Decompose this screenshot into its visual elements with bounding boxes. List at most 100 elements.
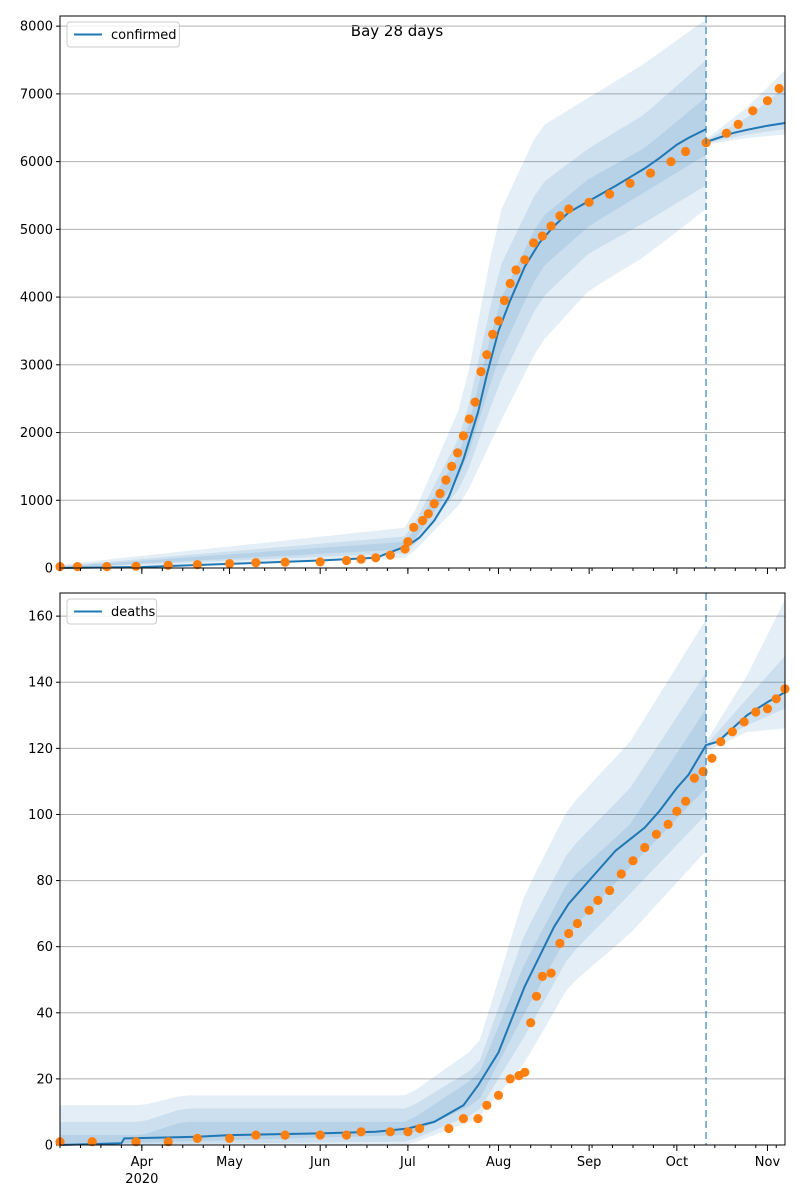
observed-point xyxy=(771,694,781,704)
observed-point xyxy=(225,559,235,569)
observed-point xyxy=(385,550,395,560)
observed-point xyxy=(721,128,732,138)
observed-point xyxy=(371,553,381,563)
y-tick-label: 7000 xyxy=(20,87,53,102)
observed-point xyxy=(403,537,413,547)
y-tick-label: 60 xyxy=(36,940,53,955)
observed-point xyxy=(488,329,498,339)
observed-point xyxy=(72,562,83,572)
x-tick-label: Sep xyxy=(577,1155,602,1170)
observed-point xyxy=(473,1114,483,1124)
observed-point xyxy=(453,448,463,458)
axes-frame xyxy=(59,15,786,569)
axes-frame xyxy=(59,592,786,1146)
observed-point xyxy=(616,869,626,879)
observed-point xyxy=(163,1137,173,1147)
observed-point xyxy=(131,1137,141,1147)
observed-point xyxy=(441,475,451,485)
figure-title: Bay 28 days xyxy=(351,22,444,40)
observed-point xyxy=(628,856,638,866)
observed-point xyxy=(493,316,504,326)
observed-point xyxy=(520,1067,530,1077)
x-tick-label: Jul xyxy=(399,1155,416,1170)
y-tick-label: 160 xyxy=(28,610,53,625)
uncertainty-band-forecast-inner xyxy=(706,87,785,144)
legend-box xyxy=(66,21,180,48)
observed-point xyxy=(87,1137,97,1147)
observed-point xyxy=(356,554,366,564)
observed-point xyxy=(163,560,173,570)
deaths-chart: 0 20 40 60 80 100 120 140 160 Apr 2020 May Jun Jul Aug… xyxy=(28,592,790,1187)
y-tick-label: 120 xyxy=(28,742,53,757)
observed-point xyxy=(651,829,662,839)
legend: deaths xyxy=(66,598,158,625)
observed-point xyxy=(537,231,548,241)
x-tick-label: May xyxy=(216,1155,243,1170)
x-year-label: 2020 xyxy=(125,1172,158,1187)
observed-point xyxy=(400,544,410,554)
y-tick-label: 0 xyxy=(45,1139,53,1154)
uncertainty-band-forecast-inner xyxy=(706,655,785,749)
uncertainty-band-outer xyxy=(60,19,707,568)
observed-point xyxy=(733,119,743,129)
observed-point xyxy=(520,255,530,265)
observed-point xyxy=(341,1130,352,1140)
y-tick-label: 100 xyxy=(28,808,53,823)
legend-label: deaths xyxy=(111,605,156,620)
observed-point xyxy=(458,1114,468,1124)
observed-point xyxy=(739,717,749,727)
y-tick-label: 2000 xyxy=(20,426,53,441)
observed-point xyxy=(681,796,691,806)
observed-point xyxy=(315,557,325,567)
x-tick-label: Jun xyxy=(309,1155,330,1170)
observed-point xyxy=(251,558,261,568)
observed-point xyxy=(403,1127,413,1137)
x-tick-label: Aug xyxy=(486,1155,511,1170)
observed-point xyxy=(493,1090,504,1100)
observed-point xyxy=(315,1130,325,1140)
observed-point xyxy=(464,414,474,424)
y-tick-label: 140 xyxy=(28,676,53,691)
observed-point xyxy=(593,895,603,906)
y-tick-label: 4000 xyxy=(20,291,53,306)
observed-point xyxy=(564,928,574,939)
observed-point xyxy=(672,806,682,816)
y-tick-label: 3000 xyxy=(20,358,53,373)
observed-point xyxy=(102,562,112,572)
observed-point xyxy=(499,295,509,306)
observed-point xyxy=(482,350,492,360)
observed-point xyxy=(727,727,738,737)
observed-point xyxy=(251,1130,261,1140)
x-tick-label: Nov xyxy=(755,1155,781,1170)
observed-point xyxy=(546,221,556,231)
observed-point xyxy=(762,704,773,714)
observed-point xyxy=(707,753,717,763)
observed-point xyxy=(689,773,700,783)
observed-point xyxy=(447,461,457,471)
observed-point xyxy=(429,499,439,509)
observed-point xyxy=(762,96,773,106)
observed-point xyxy=(505,278,515,289)
observed-point xyxy=(476,367,486,377)
observed-point xyxy=(681,146,691,157)
y-tick-label: 1000 xyxy=(20,494,53,509)
observed-point xyxy=(584,905,594,915)
observed-point xyxy=(537,971,548,982)
observed-point xyxy=(482,1100,492,1110)
observed-point xyxy=(625,178,635,188)
observed-point xyxy=(341,555,352,566)
confirmed-chart: 0 1000 2000 3000 4000 5000 6000 7000 8000 confirm… xyxy=(20,15,786,577)
observed-point xyxy=(458,431,468,441)
legend-label: confirmed xyxy=(111,28,177,43)
observed-point xyxy=(511,265,521,275)
uncertainty-band-forecast xyxy=(706,599,785,752)
observed-point xyxy=(584,197,594,207)
observed-point xyxy=(663,819,673,830)
observed-point xyxy=(555,938,565,949)
observed-point xyxy=(356,1127,366,1137)
y-tick-label: 80 xyxy=(36,874,53,889)
observed-point xyxy=(415,1123,425,1134)
observed-point xyxy=(529,238,539,248)
observed-point xyxy=(564,204,574,214)
